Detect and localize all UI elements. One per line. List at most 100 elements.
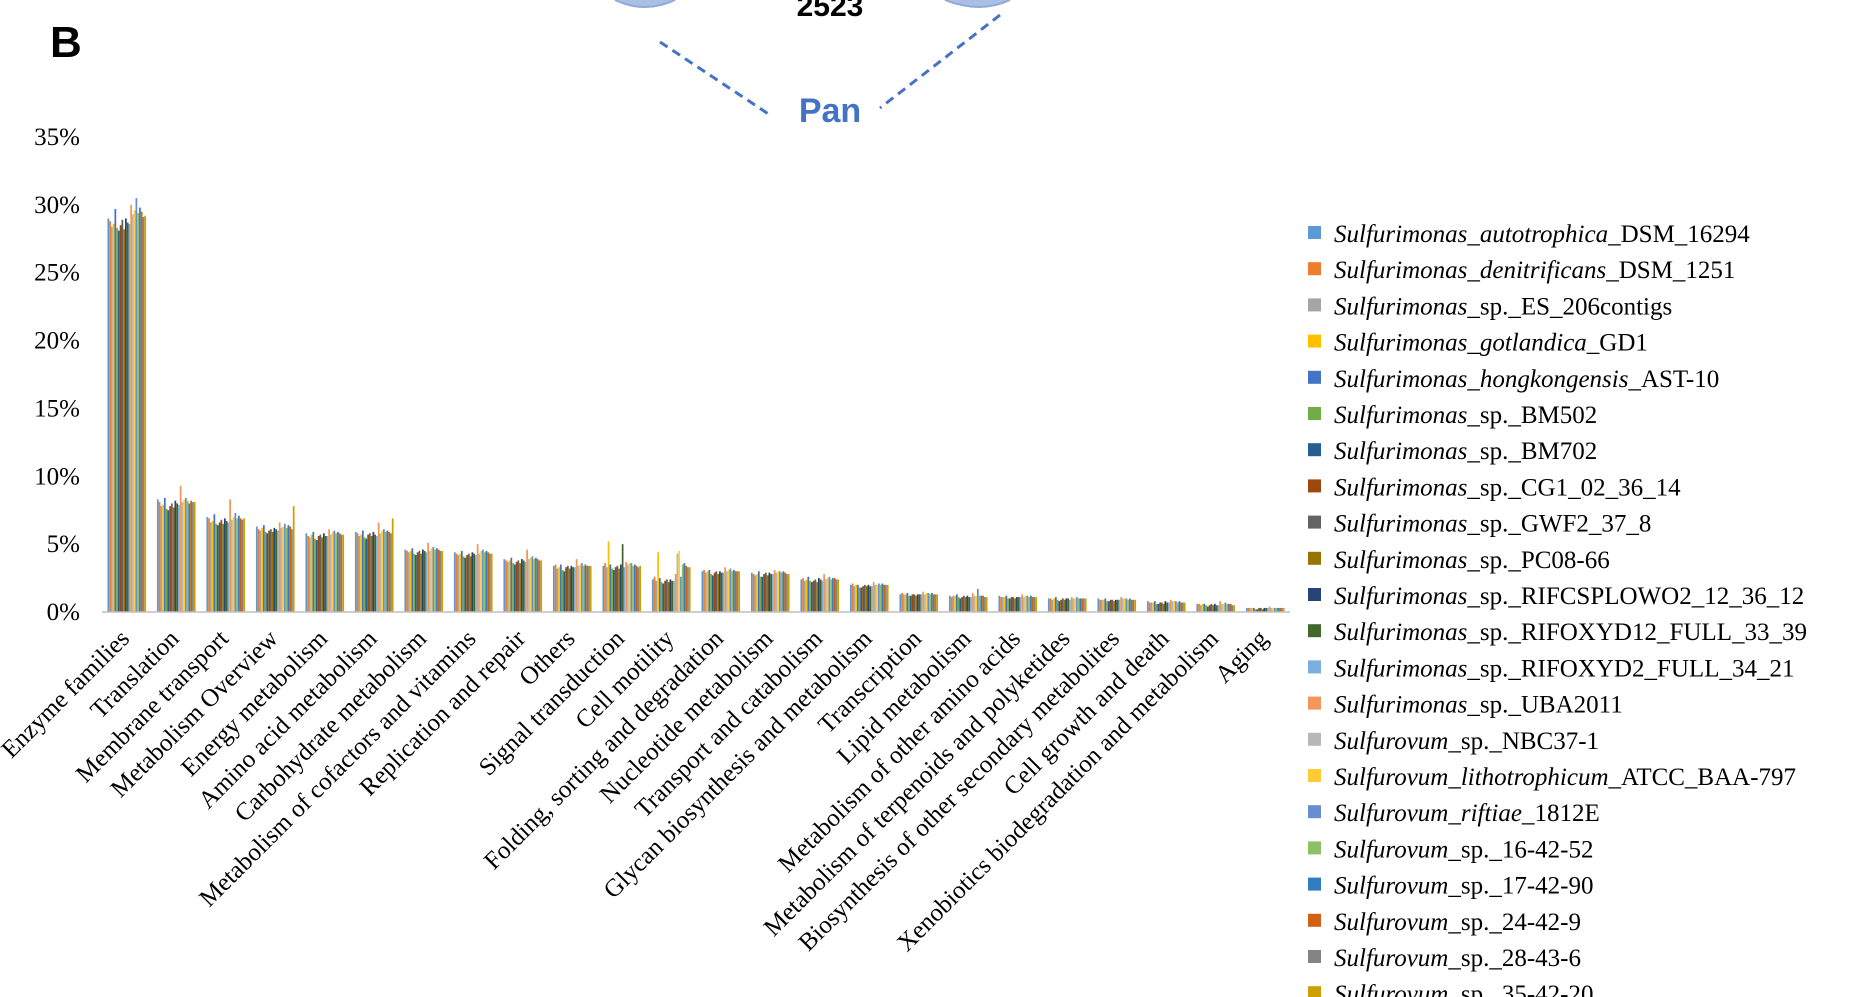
bar — [142, 217, 145, 612]
bar — [667, 582, 670, 612]
bar — [605, 567, 608, 612]
bar — [192, 502, 194, 612]
legend-swatch — [1308, 334, 1321, 348]
legend-entry: Sulfurimonas_sp._UBA2011 — [1334, 692, 1623, 719]
bar — [719, 571, 721, 612]
bar — [729, 568, 732, 612]
bar — [911, 594, 914, 612]
bar — [1021, 594, 1024, 612]
bar — [950, 597, 953, 612]
legend-entry: Sulfurovum_sp._35-42-20 — [1334, 981, 1593, 997]
bar — [1258, 607, 1260, 612]
bar — [409, 550, 412, 612]
bar — [330, 534, 332, 612]
bar — [420, 553, 422, 612]
bar — [257, 529, 260, 612]
bar — [1196, 603, 1199, 612]
legend-swatch — [1308, 660, 1321, 674]
bar — [310, 534, 313, 612]
bar — [1233, 605, 1236, 612]
bar — [752, 574, 755, 612]
bar — [607, 541, 610, 612]
bar — [1249, 607, 1252, 612]
bar — [1065, 598, 1068, 612]
legend-swatch — [1308, 262, 1321, 276]
legend-swatch — [1308, 479, 1321, 493]
bar — [1097, 598, 1100, 612]
legend-entry: Sulfurimonas_sp._PC08-66 — [1334, 547, 1610, 574]
bar — [337, 531, 339, 612]
bar — [169, 506, 171, 612]
bar — [476, 544, 479, 612]
bar — [664, 580, 666, 612]
bar — [215, 523, 217, 612]
bar — [158, 502, 161, 612]
bar — [657, 552, 659, 612]
bar — [904, 594, 907, 612]
bar — [763, 574, 765, 612]
bar — [756, 574, 758, 612]
bar — [704, 572, 707, 612]
bar — [823, 574, 826, 612]
bar — [998, 595, 1001, 612]
bar — [506, 561, 509, 612]
legend-entry: Sulfurimonas_sp._ES_206contigs — [1334, 293, 1672, 320]
bar — [630, 563, 633, 612]
bar — [754, 575, 757, 612]
bar — [881, 583, 884, 612]
bar — [1222, 603, 1225, 612]
bar — [1205, 605, 1207, 612]
bar — [130, 204, 133, 613]
bar — [924, 594, 926, 612]
bar — [685, 565, 688, 612]
bar — [867, 584, 870, 612]
bar — [209, 522, 212, 612]
bar — [872, 582, 875, 612]
bar — [388, 531, 391, 612]
bar — [886, 584, 889, 612]
bar — [559, 564, 562, 612]
bar — [681, 564, 684, 612]
bar — [193, 502, 196, 612]
bar — [1254, 609, 1257, 612]
bar — [1024, 595, 1027, 612]
bar — [287, 525, 290, 612]
bar — [1074, 598, 1077, 612]
bar — [459, 553, 461, 612]
bar — [172, 507, 175, 612]
bar — [830, 579, 833, 612]
bar — [268, 530, 270, 612]
bar — [786, 574, 788, 612]
bar — [467, 553, 470, 612]
bar — [377, 522, 380, 612]
bar — [1226, 603, 1229, 612]
bar — [828, 576, 831, 612]
bar — [165, 508, 168, 612]
bar — [510, 557, 513, 612]
bar — [480, 550, 483, 612]
bar — [269, 529, 272, 612]
bar — [1047, 598, 1050, 612]
bar — [782, 571, 785, 612]
bar — [1263, 607, 1266, 612]
bar — [314, 538, 316, 612]
bar — [487, 552, 490, 612]
bar — [1120, 597, 1123, 612]
bar — [234, 512, 237, 612]
bar — [363, 537, 366, 612]
bar — [1023, 597, 1025, 612]
bar — [673, 580, 675, 612]
bar — [305, 533, 308, 612]
legend-swatch — [1308, 950, 1321, 963]
bar — [414, 555, 417, 612]
bar — [759, 576, 762, 612]
bar — [1130, 599, 1133, 612]
bar — [717, 574, 719, 612]
bar — [671, 580, 673, 612]
bar — [662, 583, 665, 612]
bar — [726, 571, 728, 612]
bar — [816, 582, 818, 612]
legend-entry: Sulfurimonas_sp._RIFOXYD2_FULL_34_21 — [1334, 655, 1794, 682]
bar — [1166, 602, 1168, 612]
bar — [213, 514, 216, 612]
